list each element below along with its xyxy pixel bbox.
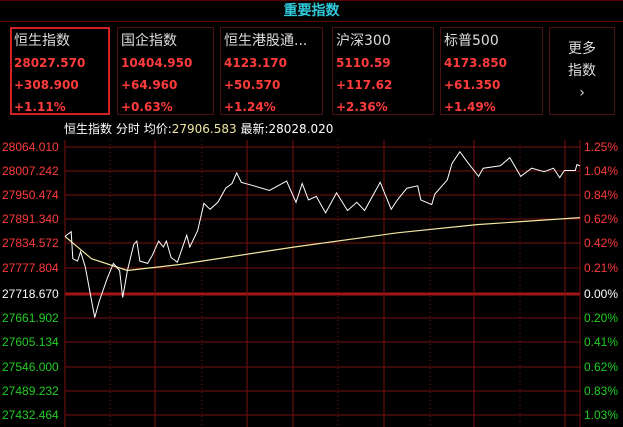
right-tick-label: 0.20% xyxy=(584,311,618,325)
left-tick-label: 27834.572 xyxy=(2,236,59,250)
left-tick-label: 27777.804 xyxy=(2,261,59,275)
last-label: 最新: xyxy=(240,122,269,136)
price-line xyxy=(64,150,581,318)
more-label-2: 指数 xyxy=(568,63,596,79)
index-change: +64.960 xyxy=(121,78,178,92)
index-change-pct: +1.11% xyxy=(14,100,66,114)
right-tick-label: 0.41% xyxy=(584,335,618,349)
index-card[interactable]: 沪深300 5110.59 +117.62 +2.36% xyxy=(332,27,434,115)
more-label-1: 更多 xyxy=(568,41,596,57)
chart-index-name: 恒生指数 xyxy=(64,122,113,136)
last-value: 28028.020 xyxy=(268,122,334,136)
index-price: 4173.850 xyxy=(444,56,508,70)
right-tick-label: 0.83% xyxy=(584,384,618,398)
index-card[interactable]: 恒生指数 28027.570 +308.900 +1.11% xyxy=(10,27,110,115)
index-change: +308.900 xyxy=(14,78,79,92)
left-tick-label: 27432.464 xyxy=(2,408,59,422)
left-tick-label: 27546.000 xyxy=(2,360,59,374)
index-change-pct: +2.36% xyxy=(336,100,388,114)
right-tick-label: 0.21% xyxy=(584,261,618,275)
left-tick-label: 28007.242 xyxy=(2,164,59,178)
panel-title: 重要指数 xyxy=(0,0,623,22)
chart-mode: 分时 xyxy=(115,122,140,136)
left-tick-label: 27605.134 xyxy=(2,335,59,349)
avg-label: 均价: xyxy=(143,122,172,136)
right-tick-label: 0.42% xyxy=(584,236,618,250)
left-tick-label: 27950.474 xyxy=(2,188,59,202)
index-price: 5110.59 xyxy=(336,56,391,70)
index-card[interactable]: 国企指数 10404.950 +64.960 +0.63% xyxy=(117,27,214,115)
index-name: 沪深300 xyxy=(336,33,391,49)
right-tick-label: 0.84% xyxy=(584,188,618,202)
index-change: +50.570 xyxy=(224,78,281,92)
right-tick-label: 1.25% xyxy=(584,140,618,154)
right-tick-label: 0.00% xyxy=(584,287,618,301)
left-tick-label: 27718.670 xyxy=(2,287,59,301)
left-tick-label: 27489.232 xyxy=(2,384,59,398)
right-tick-label: 0.62% xyxy=(584,212,618,226)
more-indices-button[interactable]: 更多 指数 › xyxy=(549,27,615,115)
index-name: 标普500 xyxy=(444,33,499,49)
avg-value: 27906.583 xyxy=(171,122,237,136)
index-price: 28027.570 xyxy=(14,56,86,70)
index-name: 恒生指数 xyxy=(14,33,70,49)
left-tick-label: 27661.902 xyxy=(2,311,59,325)
index-name: 国企指数 xyxy=(121,33,177,49)
index-change-pct: +0.63% xyxy=(121,100,173,114)
right-tick-label: 1.04% xyxy=(584,164,618,178)
average-price-line xyxy=(64,217,581,272)
index-change-pct: +1.24% xyxy=(224,100,276,114)
chart-header: 恒生指数 分时 均价:27906.583 最新:28028.020 xyxy=(64,120,333,137)
chevron-right-icon: › xyxy=(579,85,585,101)
index-change: +61.350 xyxy=(444,78,501,92)
index-change: +117.62 xyxy=(336,78,393,92)
index-card[interactable]: 标普500 4173.850 +61.350 +1.49% xyxy=(440,27,543,115)
index-price: 4123.170 xyxy=(224,56,288,70)
index-change-pct: +1.49% xyxy=(444,100,496,114)
left-tick-label: 27891.340 xyxy=(2,212,59,226)
right-tick-label: 0.62% xyxy=(584,360,618,374)
left-tick-label: 28064.010 xyxy=(2,140,59,154)
index-price: 10404.950 xyxy=(121,56,193,70)
index-card[interactable]: 恒生港股通... 4123.170 +50.570 +1.24% xyxy=(220,27,323,115)
index-name: 恒生港股通... xyxy=(224,33,308,49)
right-tick-label: 1.03% xyxy=(584,408,618,422)
